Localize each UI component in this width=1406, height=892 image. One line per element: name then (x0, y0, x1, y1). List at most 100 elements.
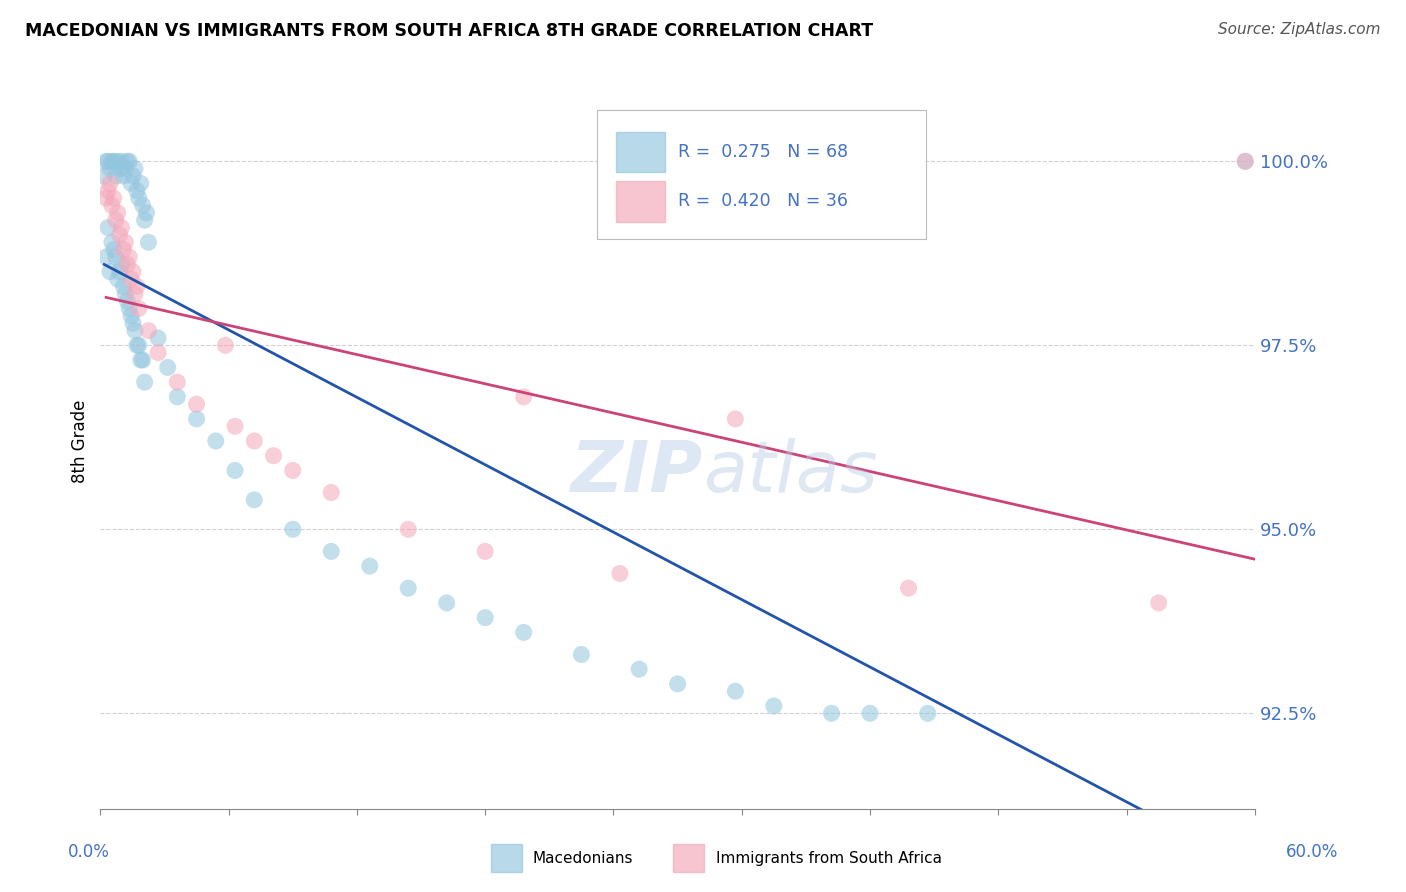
Point (117, 154, 139, 169)
Text: 60.0%: 60.0% (1286, 843, 1339, 861)
Point (512, 390, 534, 404)
Point (281, 463, 304, 477)
Point (243, 492, 266, 507)
Point (628, 662, 651, 676)
Point (120, 177, 142, 191)
Point (263, 449, 285, 463)
Point (101, 235, 124, 250)
Point (125, 279, 148, 293)
Point (859, 706, 882, 721)
FancyBboxPatch shape (616, 181, 665, 221)
Point (124, 286, 146, 301)
Point (97, 154, 120, 169)
Point (110, 220, 132, 235)
Point (97, 184, 120, 198)
Point (104, 213, 127, 227)
Point (98, 265, 121, 279)
Point (474, 544, 496, 558)
Text: 0.0%: 0.0% (67, 843, 110, 861)
Text: Source: ZipAtlas.com: Source: ZipAtlas.com (1218, 22, 1381, 37)
Point (118, 250, 141, 264)
Point (897, 581, 920, 595)
Point (243, 434, 266, 448)
Point (917, 706, 939, 721)
Point (94, 191, 117, 205)
Point (131, 353, 153, 368)
Point (146, 345, 169, 359)
Point (104, 169, 127, 183)
Point (107, 154, 129, 169)
Point (112, 243, 135, 257)
Point (321, 544, 343, 558)
Point (94, 154, 117, 169)
Point (474, 610, 496, 624)
Point (114, 161, 136, 176)
Text: R =  0.275   N = 68: R = 0.275 N = 68 (678, 143, 848, 161)
Point (108, 161, 131, 176)
Point (396, 581, 419, 595)
Point (125, 338, 148, 352)
Point (1234, 154, 1257, 169)
Point (101, 154, 124, 169)
Point (128, 301, 150, 316)
Point (436, 596, 458, 610)
Point (204, 434, 226, 448)
Point (117, 294, 139, 309)
Point (101, 198, 124, 212)
Point (112, 279, 135, 293)
Point (93, 169, 115, 183)
Point (224, 419, 246, 434)
Text: atlas: atlas (703, 438, 877, 508)
Point (120, 309, 142, 323)
Point (1147, 596, 1170, 610)
Y-axis label: 8th Grade: 8th Grade (72, 400, 89, 483)
Point (114, 286, 136, 301)
Point (107, 206, 129, 220)
Point (666, 677, 689, 691)
Text: ZIP: ZIP (571, 438, 703, 508)
Point (512, 625, 534, 640)
Point (110, 154, 132, 169)
Point (103, 243, 125, 257)
Point (166, 390, 188, 404)
Point (103, 191, 125, 205)
Point (129, 177, 152, 191)
Point (103, 154, 125, 169)
Point (131, 198, 153, 212)
Point (122, 169, 145, 183)
Point (321, 485, 343, 500)
Point (125, 184, 148, 198)
Point (129, 353, 152, 368)
Point (122, 265, 145, 279)
Point (609, 566, 631, 581)
Point (124, 161, 146, 176)
Point (224, 463, 246, 477)
Point (122, 316, 145, 330)
Point (281, 522, 304, 536)
Point (110, 257, 132, 271)
Text: R =  0.420   N = 36: R = 0.420 N = 36 (678, 193, 848, 211)
Point (114, 235, 136, 250)
Text: Macedonians: Macedonians (533, 851, 633, 865)
Point (146, 331, 169, 345)
Point (1234, 154, 1257, 169)
Point (396, 522, 419, 536)
Point (107, 272, 129, 286)
Point (104, 250, 127, 264)
Point (108, 265, 131, 279)
Point (128, 338, 150, 352)
Point (186, 397, 208, 411)
Point (156, 360, 179, 375)
Point (135, 206, 157, 220)
Point (186, 412, 208, 426)
Text: Immigrants from South Africa: Immigrants from South Africa (716, 851, 942, 865)
Point (108, 227, 131, 242)
Point (166, 375, 188, 389)
Point (117, 257, 139, 271)
Text: MACEDONIAN VS IMMIGRANTS FROM SOUTH AFRICA 8TH GRADE CORRELATION CHART: MACEDONIAN VS IMMIGRANTS FROM SOUTH AFRI… (25, 22, 873, 40)
Point (112, 169, 135, 183)
Point (138, 235, 160, 250)
Point (118, 154, 141, 169)
Point (94, 250, 117, 264)
Point (571, 648, 593, 662)
